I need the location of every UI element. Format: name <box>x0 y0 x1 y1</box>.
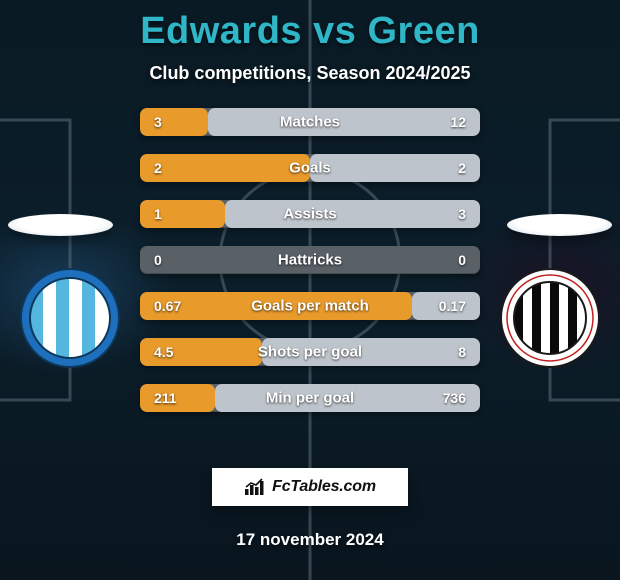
stat-right-value: 0.17 <box>439 298 466 314</box>
page-title: Edwards vs Green <box>0 10 620 53</box>
stat-row: 211 736 Min per goal <box>140 384 480 412</box>
stat-right-value: 12 <box>450 114 466 130</box>
stat-bar-left <box>140 154 310 182</box>
stat-row: 3 12 Matches <box>140 108 480 136</box>
watermark-text: FcTables.com <box>272 478 376 496</box>
stat-right-value: 3 <box>458 206 466 222</box>
stat-bar-right <box>208 108 480 136</box>
stat-label: Goals per match <box>251 298 369 315</box>
stat-row: 4.5 8 Shots per goal <box>140 338 480 366</box>
stat-left-value: 3 <box>154 114 162 130</box>
stat-right-value: 736 <box>443 390 466 406</box>
watermark-badge: FcTables.com <box>212 468 408 506</box>
stat-row: 0.67 0.17 Goals per match <box>140 292 480 320</box>
stat-bar-right <box>225 200 480 228</box>
stat-right-value: 2 <box>458 160 466 176</box>
stat-right-value: 8 <box>458 344 466 360</box>
stat-label: Goals <box>289 160 331 177</box>
stat-label: Min per goal <box>266 390 354 407</box>
stat-label: Matches <box>280 114 340 131</box>
stat-row: 0 0 Hattricks <box>140 246 480 274</box>
comparison-area: 3 12 Matches 2 2 Goals 1 3 Assists 0 0 Hattricks 0.6… <box>0 108 620 438</box>
left-player-name: Edwards <box>140 10 302 52</box>
stat-bar-left <box>140 200 225 228</box>
chart-icon <box>244 478 266 496</box>
stat-left-value: 0.67 <box>154 298 181 314</box>
stat-label: Hattricks <box>278 252 342 269</box>
vs-word: vs <box>313 10 356 52</box>
date-text: 17 november 2024 <box>0 530 620 550</box>
subtitle: Club competitions, Season 2024/2025 <box>0 63 620 84</box>
stat-bar-left <box>140 108 208 136</box>
right-club-crest-icon <box>500 268 600 368</box>
right-player-name: Green <box>367 10 479 52</box>
stat-left-value: 0 <box>154 252 162 268</box>
left-club-crest-icon <box>20 268 120 368</box>
stat-label: Assists <box>283 206 336 223</box>
stat-left-value: 1 <box>154 206 162 222</box>
stat-left-value: 2 <box>154 160 162 176</box>
stat-row: 1 3 Assists <box>140 200 480 228</box>
stat-bar-left <box>140 384 215 412</box>
right-shadow-oval <box>507 214 612 236</box>
stat-row: 2 2 Goals <box>140 154 480 182</box>
left-shadow-oval <box>8 214 113 236</box>
stat-left-value: 211 <box>154 390 177 406</box>
stat-right-value: 0 <box>458 252 466 268</box>
stat-bar-right <box>310 154 480 182</box>
stat-label: Shots per goal <box>258 344 362 361</box>
stats-list: 3 12 Matches 2 2 Goals 1 3 Assists 0 0 Hattricks 0.6… <box>140 108 480 412</box>
stat-left-value: 4.5 <box>154 344 173 360</box>
